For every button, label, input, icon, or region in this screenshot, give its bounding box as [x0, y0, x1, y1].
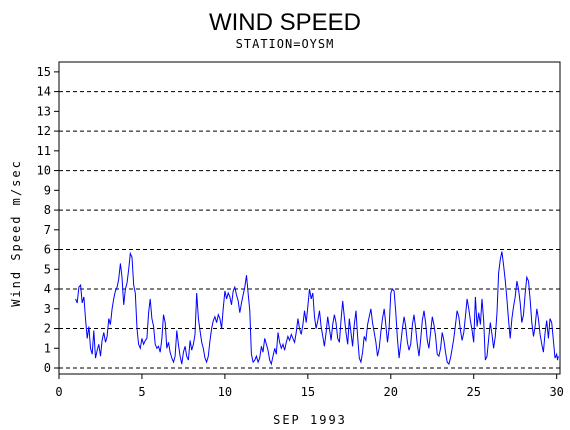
x-axis: 0 5 10 15 20 25 30 — [55, 374, 564, 399]
y-tick-label: 4 — [44, 282, 51, 296]
x-tick-label: 15 — [301, 385, 315, 399]
x-tick-label: 10 — [218, 385, 232, 399]
y-tick-label: 11 — [37, 144, 51, 158]
x-tick-label: 20 — [384, 385, 398, 399]
y-tick-label: 12 — [37, 124, 51, 138]
x-tick-label: 5 — [138, 385, 145, 399]
chart-title: WIND SPEED — [209, 9, 361, 36]
y-tick-label: 15 — [37, 65, 51, 79]
y-tick-label: 3 — [44, 302, 51, 316]
x-tick-label: 0 — [55, 385, 62, 399]
y-tick-label: 2 — [44, 322, 51, 336]
y-axis-label: Wind Speed m/sec — [9, 159, 23, 307]
chart-subtitle: STATION=OYSM — [236, 37, 335, 51]
y-tick-label: 8 — [44, 203, 51, 217]
y-tick-label: 7 — [44, 223, 51, 237]
y-tick-label: 6 — [44, 243, 51, 257]
y-tick-label: 0 — [44, 361, 51, 375]
x-tick-label: 30 — [549, 385, 563, 399]
wind-speed-series-line — [75, 251, 559, 366]
y-tick-label: 10 — [37, 164, 51, 178]
reference-lines — [59, 91, 560, 369]
y-tick-label: 13 — [37, 104, 51, 118]
y-tick-label: 9 — [44, 183, 51, 197]
y-tick-label: 14 — [37, 85, 51, 99]
x-axis-label: SEP 1993 — [273, 413, 347, 427]
plot-frame — [58, 61, 561, 375]
y-tick-label: 1 — [44, 341, 51, 355]
y-tick-label: 5 — [44, 262, 51, 276]
x-tick-label: 25 — [467, 385, 481, 399]
